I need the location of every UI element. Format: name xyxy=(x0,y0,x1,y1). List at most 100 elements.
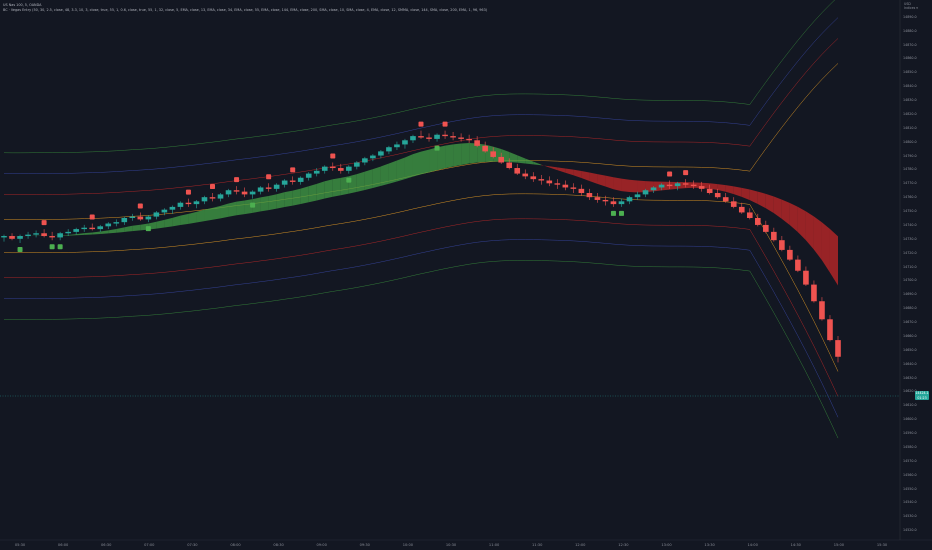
candle-body xyxy=(329,166,336,169)
candle-body xyxy=(89,227,96,230)
bar-countdown: 01:23 xyxy=(917,395,927,400)
ema-ribbon-segment xyxy=(412,151,421,177)
inner-band-lower xyxy=(3,218,839,397)
ema-ribbon-segment xyxy=(445,144,454,169)
candle-body xyxy=(81,227,87,230)
ema-ribbon-segment xyxy=(525,158,534,165)
ema-ribbon-segment xyxy=(356,171,365,192)
ema-ribbon-segment xyxy=(429,147,438,173)
ema-ribbon-segment xyxy=(276,192,285,209)
time-tick-label: 10:30 xyxy=(445,543,457,547)
candle-body xyxy=(730,201,737,207)
ema-ribbon-segment xyxy=(92,231,101,235)
price-tick-label: 14830.0 xyxy=(903,98,917,103)
candles-layer xyxy=(1,130,841,363)
outer-band-lower xyxy=(3,260,839,439)
ema-ribbon-segment xyxy=(196,209,205,223)
price-tick-label: 14610.0 xyxy=(903,403,917,408)
time-tick-label: 11:30 xyxy=(532,543,543,547)
ema-ribbon-segment xyxy=(749,189,758,204)
price-tick-label: 14800.0 xyxy=(903,139,917,144)
candle-body xyxy=(49,236,55,238)
last-price-tag: 14424.1 01:23 xyxy=(915,391,929,400)
last-price-value: 14424.1 xyxy=(915,391,929,395)
price-tick-label: 14790.0 xyxy=(903,153,917,158)
candle-body xyxy=(490,151,496,157)
time-tick-label: 12:30 xyxy=(618,543,629,547)
candle-body xyxy=(434,134,440,139)
ema-ribbon-segment xyxy=(396,157,405,182)
time-tick-label: 15:30 xyxy=(876,543,888,547)
ema-ribbon-segment xyxy=(156,219,165,229)
candle-body xyxy=(570,187,577,189)
candle-body xyxy=(610,201,617,205)
ema-ribbon-segment xyxy=(709,183,718,191)
inner-band-upper xyxy=(3,38,839,195)
candle-body xyxy=(217,194,224,199)
sell-signal-marker xyxy=(266,174,272,180)
time-tick-label: 05:30 xyxy=(14,543,26,547)
price-tick-label: 14850.0 xyxy=(903,70,917,75)
price-tick-label: 14860.0 xyxy=(903,56,917,61)
candle-body xyxy=(161,209,168,213)
candle-body xyxy=(105,223,112,227)
candle-body xyxy=(803,270,809,285)
ema-ribbon-segment xyxy=(404,154,413,180)
price-tick-label: 14710.0 xyxy=(903,264,917,269)
ema-ribbon-segment xyxy=(533,161,542,166)
ema-ribbon-segment xyxy=(829,229,838,286)
candle-body xyxy=(113,222,120,224)
ema-ribbon-segment xyxy=(252,197,261,213)
ema-ribbon-segment xyxy=(797,206,806,241)
buy-signal-marker xyxy=(250,202,256,208)
buy-signal-marker xyxy=(17,246,23,252)
ema-ribbon-segment xyxy=(453,143,462,167)
ema-ribbon-segment xyxy=(613,177,622,192)
candle-body xyxy=(811,284,817,302)
time-tick-label: 11:00 xyxy=(488,543,500,547)
ema-ribbon-segment xyxy=(805,211,814,250)
candle-body xyxy=(57,233,63,238)
ema-ribbon-segment xyxy=(212,205,221,220)
candle-body xyxy=(257,187,264,192)
candle-body xyxy=(241,191,248,195)
ema-ribbon-segment xyxy=(348,174,357,194)
candle-body xyxy=(33,233,39,235)
time-tick-label: 10:00 xyxy=(402,543,414,547)
candle-body xyxy=(9,236,15,239)
ema-ribbon-segment xyxy=(813,216,822,261)
ema-ribbon-segment xyxy=(132,224,141,232)
time-tick-label: 14:30 xyxy=(790,543,801,547)
ema-ribbon-segment xyxy=(517,155,526,164)
ema-ribbon-segment xyxy=(637,180,646,193)
candle-body xyxy=(442,134,448,137)
sell-signal-marker xyxy=(89,214,95,220)
ema-ribbon-segment xyxy=(581,171,590,181)
buy-signal-marker xyxy=(49,244,55,250)
ema-ribbon-segment xyxy=(549,166,558,171)
time-tick-label: 06:30 xyxy=(101,543,112,547)
candle-body xyxy=(177,202,184,207)
candle-body xyxy=(706,188,713,194)
candle-body xyxy=(554,183,561,185)
candle-body xyxy=(249,191,256,195)
price-tick-label: 14700.0 xyxy=(903,278,917,283)
sell-signal-marker xyxy=(185,189,191,195)
candle-body xyxy=(362,158,368,163)
candle-body xyxy=(169,206,176,210)
ema-ribbon-segment xyxy=(765,193,774,214)
candle-body xyxy=(787,249,793,260)
indicator-legend[interactable]: BC · Vegas Entry (50, 30, 2.5, close, 48… xyxy=(3,8,488,12)
mid-band-upper xyxy=(3,17,839,174)
ema-ribbon-segment xyxy=(757,191,766,209)
candle-body xyxy=(1,236,7,238)
price-tick-label: 14590.0 xyxy=(903,431,917,436)
price-axis-currency[interactable]: USD Indices ▾ xyxy=(904,2,918,10)
ema-ribbon-segment xyxy=(228,201,237,217)
ema-ribbon-segment xyxy=(388,160,397,184)
ema-ribbon-segment xyxy=(188,211,197,224)
ribbon-layer xyxy=(4,143,838,286)
candle-body xyxy=(482,145,488,152)
candle-body xyxy=(779,240,785,250)
